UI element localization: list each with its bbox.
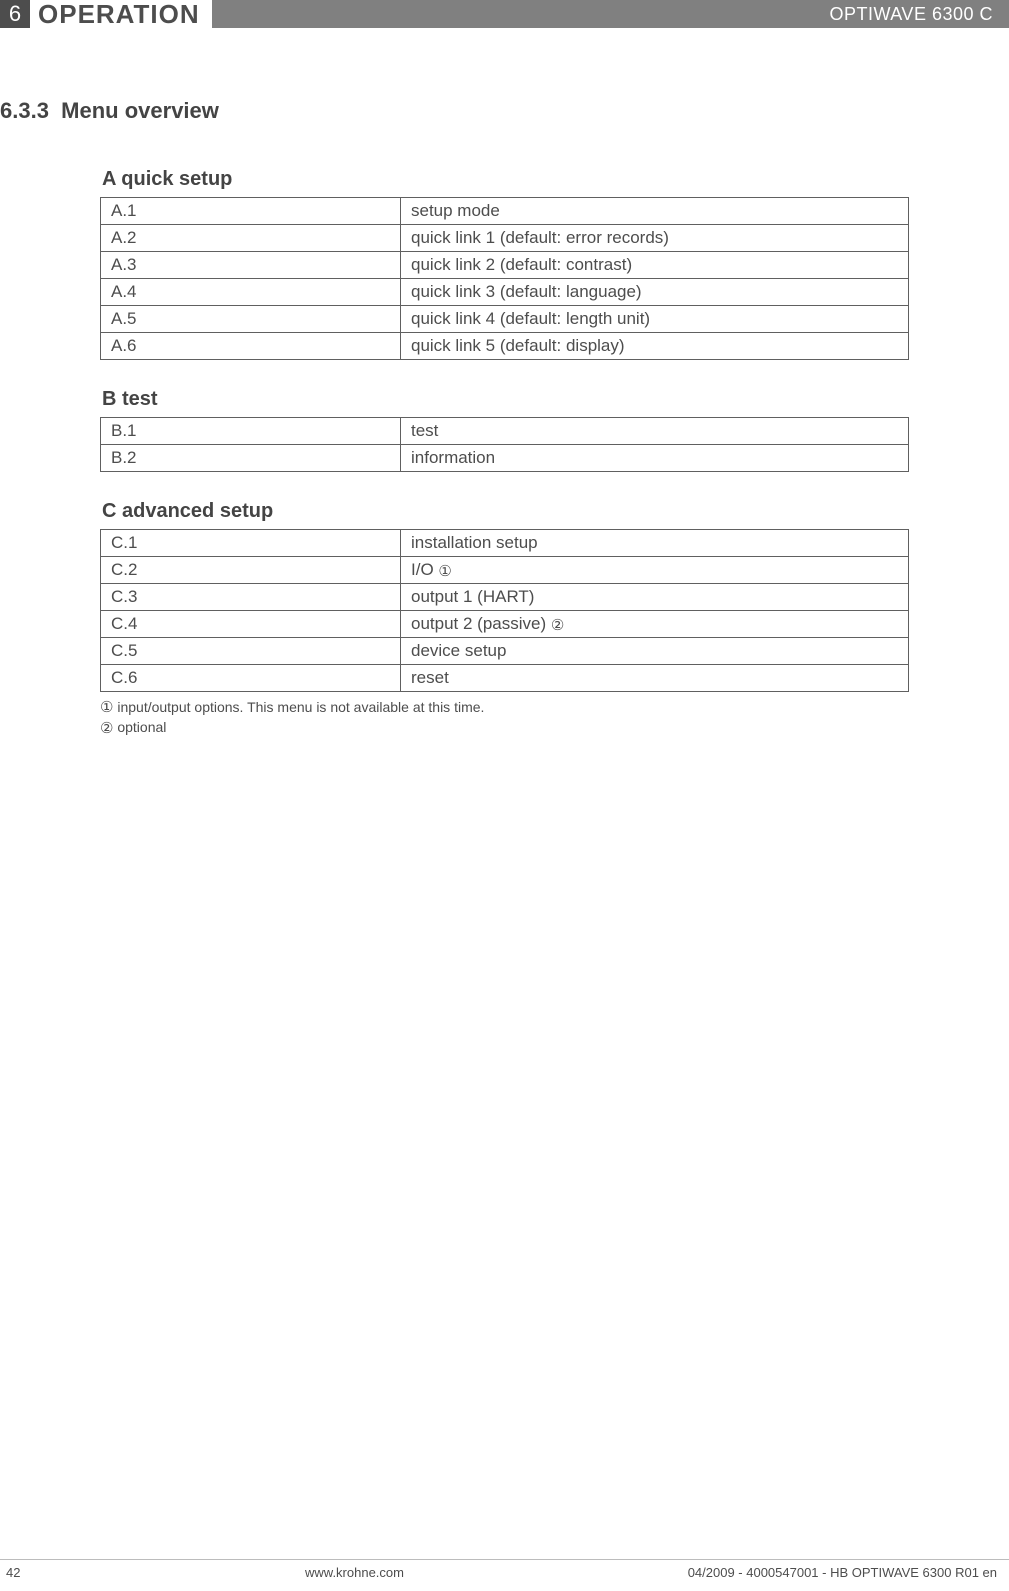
page: 6 OPERATION OPTIWAVE 6300 C 6.3.3 Menu o…: [0, 0, 1009, 1591]
menu-label-text: I/O: [411, 560, 434, 579]
menu-table-a: A.1 setup mode A.2 quick link 1 (default…: [100, 197, 909, 360]
menu-label: device setup: [401, 638, 909, 665]
menu-id: A.5: [101, 306, 401, 333]
table-row: A.5 quick link 4 (default: length unit): [101, 306, 909, 333]
footnote: ① input/output options. This menu is not…: [100, 698, 909, 718]
chapter-number-badge: 6: [0, 0, 30, 28]
table-row: C.6 reset: [101, 665, 909, 692]
menu-label: information: [401, 445, 909, 472]
menu-id: C.2: [101, 557, 401, 584]
menu-label: quick link 3 (default: language): [401, 279, 909, 306]
footnote-ref-icon: ①: [438, 562, 451, 580]
table-block-c: C advanced setup C.1 installation setup …: [100, 500, 909, 692]
table-row: C.5 device setup: [101, 638, 909, 665]
menu-id: A.6: [101, 333, 401, 360]
table-row: C.3 output 1 (HART): [101, 584, 909, 611]
menu-label: output 2 (passive) ②: [401, 611, 909, 638]
menu-id: B.2: [101, 445, 401, 472]
footnote-text: input/output options. This menu is not a…: [117, 699, 484, 715]
menu-table-c: C.1 installation setup C.2 I/O ① C.3 out…: [100, 529, 909, 692]
section-number: 6.3.3: [0, 98, 49, 123]
page-header: 6 OPERATION OPTIWAVE 6300 C: [0, 0, 1009, 28]
footnote-mark-icon: ②: [100, 719, 113, 739]
table-row: B.1 test: [101, 418, 909, 445]
footer-doc-id: 04/2009 - 4000547001 - HB OPTIWAVE 6300 …: [649, 1565, 1009, 1580]
menu-label: installation setup: [401, 530, 909, 557]
menu-id: A.2: [101, 225, 401, 252]
table-row: C.4 output 2 (passive) ②: [101, 611, 909, 638]
table-caption: C advanced setup: [102, 500, 909, 523]
menu-id: C.1: [101, 530, 401, 557]
page-number: 42: [0, 1565, 60, 1580]
product-name: OPTIWAVE 6300 C: [212, 0, 1009, 28]
menu-label: quick link 2 (default: contrast): [401, 252, 909, 279]
menu-label: quick link 5 (default: display): [401, 333, 909, 360]
table-row: A.1 setup mode: [101, 198, 909, 225]
menu-label: test: [401, 418, 909, 445]
table-block-a: A quick setup A.1 setup mode A.2 quick l…: [100, 168, 909, 360]
footnote: ② optional: [100, 718, 909, 738]
menu-table-b: B.1 test B.2 information: [100, 417, 909, 472]
footnote-ref-icon: ②: [551, 616, 564, 634]
menu-id: C.6: [101, 665, 401, 692]
table-row: B.2 information: [101, 445, 909, 472]
menu-label: reset: [401, 665, 909, 692]
table-row: A.2 quick link 1 (default: error records…: [101, 225, 909, 252]
chapter-title: OPERATION: [30, 0, 212, 28]
menu-id: C.3: [101, 584, 401, 611]
table-row: C.2 I/O ①: [101, 557, 909, 584]
menu-label: quick link 4 (default: length unit): [401, 306, 909, 333]
menu-label: output 1 (HART): [401, 584, 909, 611]
menu-label: quick link 1 (default: error records): [401, 225, 909, 252]
menu-id: A.1: [101, 198, 401, 225]
table-caption: B test: [102, 388, 909, 411]
menu-label: setup mode: [401, 198, 909, 225]
table-block-b: B test B.1 test B.2 information: [100, 388, 909, 472]
table-row: A.3 quick link 2 (default: contrast): [101, 252, 909, 279]
menu-id: A.3: [101, 252, 401, 279]
footnotes: ① input/output options. This menu is not…: [100, 698, 909, 739]
menu-id: B.1: [101, 418, 401, 445]
table-row: A.4 quick link 3 (default: language): [101, 279, 909, 306]
table-row: A.6 quick link 5 (default: display): [101, 333, 909, 360]
table-caption: A quick setup: [102, 168, 909, 191]
footer-website: www.krohne.com: [60, 1565, 649, 1580]
menu-label: I/O ①: [401, 557, 909, 584]
menu-id: C.5: [101, 638, 401, 665]
menu-id: A.4: [101, 279, 401, 306]
section-heading: 6.3.3 Menu overview: [0, 98, 909, 124]
table-row: C.1 installation setup: [101, 530, 909, 557]
section-title: Menu overview: [61, 98, 219, 123]
menu-label-text: output 2 (passive): [411, 614, 546, 633]
page-content: 6.3.3 Menu overview A quick setup A.1 se…: [0, 28, 1009, 739]
page-footer: 42 www.krohne.com 04/2009 - 4000547001 -…: [0, 1561, 1009, 1583]
footnote-text: optional: [117, 719, 166, 735]
menu-id: C.4: [101, 611, 401, 638]
footnote-mark-icon: ①: [100, 698, 113, 718]
